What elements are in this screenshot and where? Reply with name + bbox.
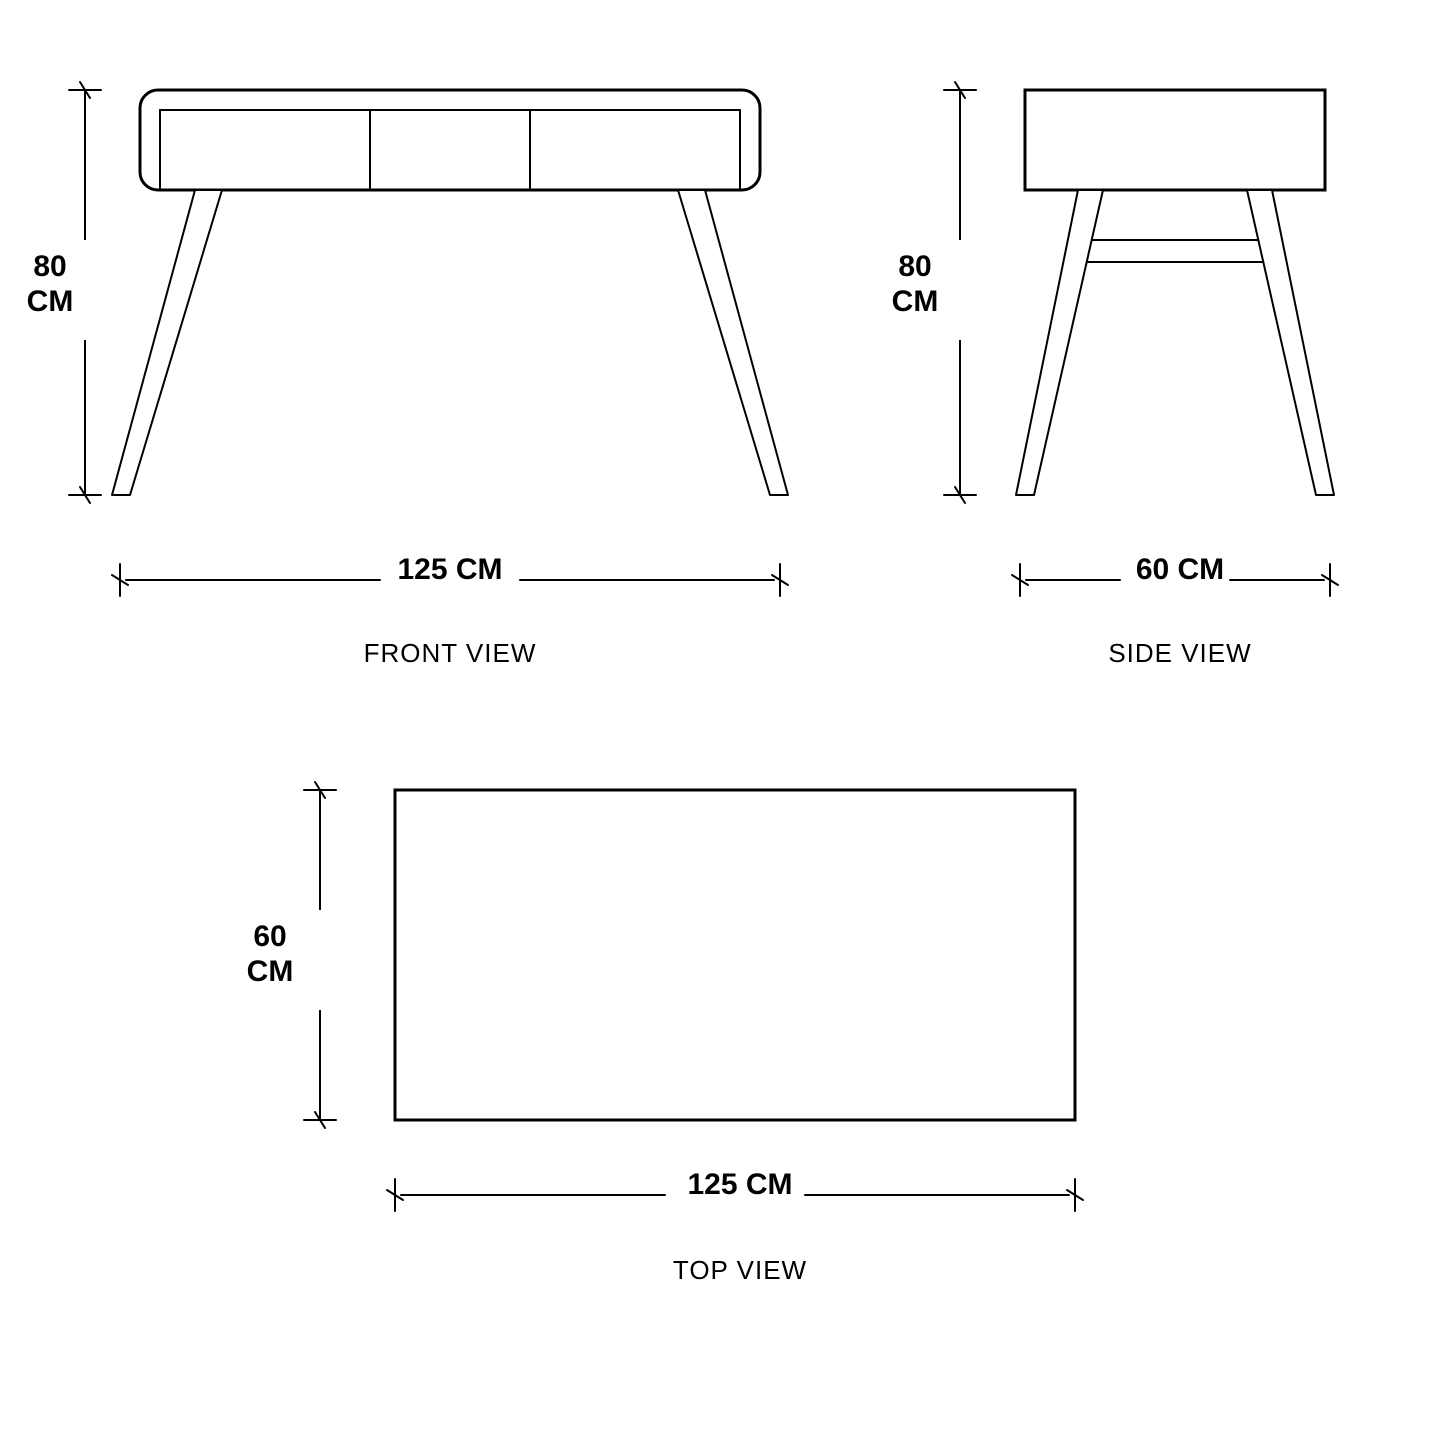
front-height-value: 80CM	[20, 250, 80, 319]
top-view-title: TOP VIEW	[650, 1255, 830, 1286]
side-height-value: 80CM	[880, 250, 950, 319]
front-view-title: FRONT VIEW	[340, 638, 560, 669]
side-width-value: 60 CM	[1110, 553, 1250, 587]
top-height-value: 60CM	[235, 920, 305, 989]
front-width-value: 125 CM	[360, 553, 540, 587]
side-view-title: SIDE VIEW	[1085, 638, 1275, 669]
top-width-value: 125 CM	[650, 1168, 830, 1202]
